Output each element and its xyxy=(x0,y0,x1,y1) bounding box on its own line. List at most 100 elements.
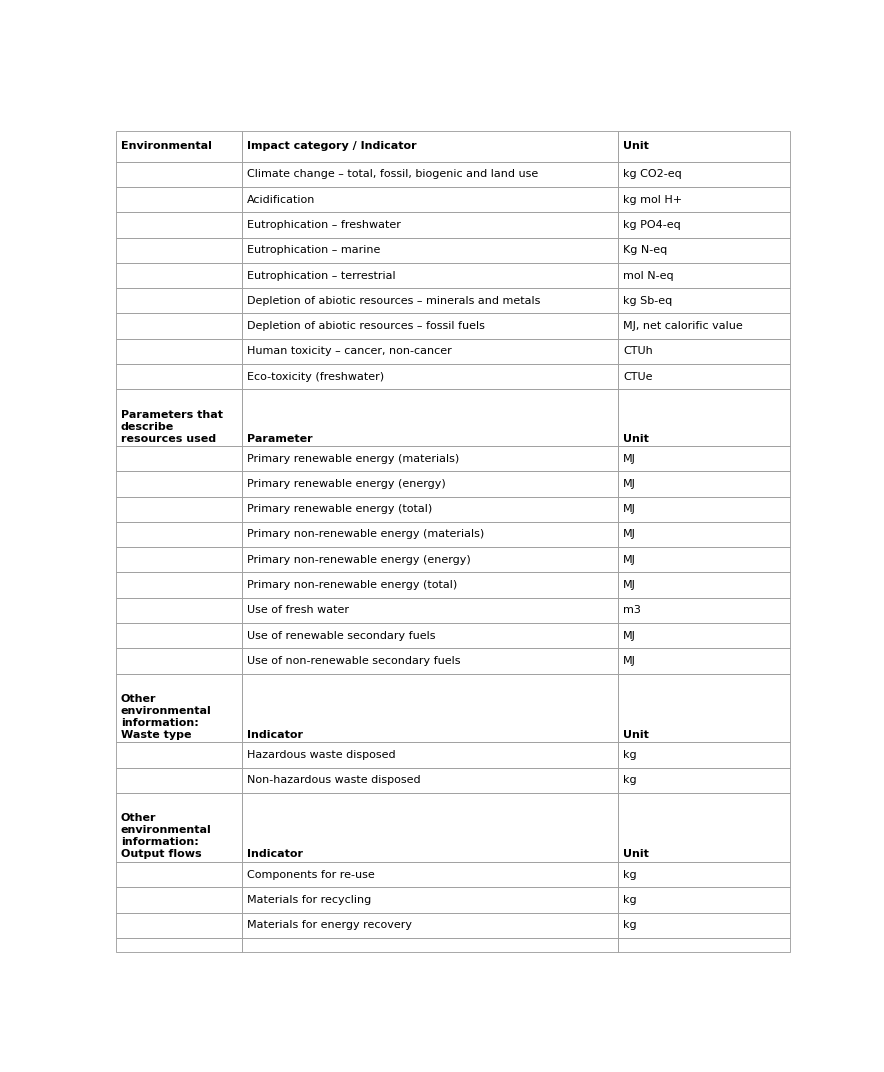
Text: Depletion of abiotic resources – minerals and metals: Depletion of abiotic resources – mineral… xyxy=(247,296,540,306)
Bar xyxy=(116,263,242,288)
Bar xyxy=(618,496,790,522)
Bar xyxy=(618,288,790,313)
Text: Use of renewable secondary fuels: Use of renewable secondary fuels xyxy=(247,630,435,641)
Bar xyxy=(116,862,242,888)
Bar xyxy=(116,938,242,952)
Bar xyxy=(116,888,242,912)
Bar xyxy=(242,673,618,743)
Bar xyxy=(116,131,242,162)
Bar xyxy=(618,598,790,623)
Text: Use of fresh water: Use of fresh water xyxy=(247,606,349,615)
Text: Materials for energy recovery: Materials for energy recovery xyxy=(247,920,412,930)
Bar xyxy=(618,472,790,496)
Text: MJ: MJ xyxy=(623,554,636,565)
Text: Primary non-renewable energy (total): Primary non-renewable energy (total) xyxy=(247,580,457,590)
Text: MJ, net calorific value: MJ, net calorific value xyxy=(623,322,743,331)
Bar xyxy=(116,547,242,572)
Text: Indicator: Indicator xyxy=(247,730,303,740)
Bar xyxy=(116,187,242,212)
Bar xyxy=(242,888,618,912)
Text: CTUh: CTUh xyxy=(623,346,652,356)
Text: MJ: MJ xyxy=(623,504,636,515)
Bar xyxy=(116,313,242,339)
Bar xyxy=(242,472,618,496)
Text: Primary renewable energy (total): Primary renewable energy (total) xyxy=(247,504,432,515)
Text: Primary renewable energy (materials): Primary renewable energy (materials) xyxy=(247,453,459,463)
Text: Parameters that
describe
resources used: Parameters that describe resources used xyxy=(121,410,223,444)
Bar xyxy=(242,649,618,673)
Bar xyxy=(116,649,242,673)
Text: Acidification: Acidification xyxy=(247,195,316,205)
Bar xyxy=(242,131,618,162)
Text: Unit: Unit xyxy=(623,849,649,860)
Bar xyxy=(618,743,790,768)
Text: kg CO2-eq: kg CO2-eq xyxy=(623,169,682,179)
Bar xyxy=(618,768,790,793)
Bar xyxy=(242,288,618,313)
Text: Other
environmental
information:
Output flows: Other environmental information: Output … xyxy=(121,814,211,860)
Bar xyxy=(618,623,790,649)
Text: MJ: MJ xyxy=(623,630,636,641)
Text: MJ: MJ xyxy=(623,580,636,590)
Text: Indicator: Indicator xyxy=(247,849,303,860)
Bar xyxy=(242,496,618,522)
Bar xyxy=(116,912,242,938)
Text: CTUe: CTUe xyxy=(623,372,652,382)
Text: Primary non-renewable energy (energy): Primary non-renewable energy (energy) xyxy=(247,554,470,565)
Bar xyxy=(242,938,618,952)
Text: MJ: MJ xyxy=(623,656,636,666)
Bar xyxy=(618,339,790,364)
Bar xyxy=(116,598,242,623)
Bar xyxy=(242,238,618,263)
Bar xyxy=(618,522,790,547)
Text: Unit: Unit xyxy=(623,433,649,444)
Bar xyxy=(116,623,242,649)
Text: Eutrophication – marine: Eutrophication – marine xyxy=(247,245,380,255)
Bar xyxy=(618,793,790,862)
Text: Unit: Unit xyxy=(623,142,649,151)
Text: Use of non-renewable secondary fuels: Use of non-renewable secondary fuels xyxy=(247,656,461,666)
Bar xyxy=(116,339,242,364)
Text: Climate change – total, fossil, biogenic and land use: Climate change – total, fossil, biogenic… xyxy=(247,169,538,179)
Text: Eutrophication – terrestrial: Eutrophication – terrestrial xyxy=(247,270,395,281)
Text: kg: kg xyxy=(623,750,636,760)
Bar xyxy=(618,572,790,598)
Bar xyxy=(242,793,618,862)
Text: kg mol H+: kg mol H+ xyxy=(623,195,682,205)
Bar xyxy=(618,263,790,288)
Text: Parameter: Parameter xyxy=(247,433,312,444)
Text: kg: kg xyxy=(623,920,636,930)
Text: MJ: MJ xyxy=(623,479,636,489)
Bar xyxy=(116,522,242,547)
Bar xyxy=(116,572,242,598)
Bar xyxy=(242,623,618,649)
Text: Unit: Unit xyxy=(623,730,649,740)
Bar xyxy=(242,212,618,238)
Bar xyxy=(116,212,242,238)
Text: Environmental: Environmental xyxy=(121,142,211,151)
Text: kg PO4-eq: kg PO4-eq xyxy=(623,220,681,230)
Bar xyxy=(618,313,790,339)
Bar xyxy=(116,673,242,743)
Bar xyxy=(242,598,618,623)
Bar xyxy=(242,768,618,793)
Bar xyxy=(618,862,790,888)
Text: Eutrophication – freshwater: Eutrophication – freshwater xyxy=(247,220,400,230)
Bar xyxy=(116,288,242,313)
Bar xyxy=(618,162,790,187)
Bar xyxy=(116,472,242,496)
Bar xyxy=(618,389,790,446)
Bar xyxy=(116,743,242,768)
Text: Human toxicity – cancer, non-cancer: Human toxicity – cancer, non-cancer xyxy=(247,346,452,356)
Bar xyxy=(618,938,790,952)
Bar xyxy=(618,131,790,162)
Bar xyxy=(242,547,618,572)
Text: kg: kg xyxy=(623,895,636,905)
Text: Kg N-eq: Kg N-eq xyxy=(623,245,667,255)
Bar xyxy=(618,673,790,743)
Bar xyxy=(242,162,618,187)
Text: Hazardous waste disposed: Hazardous waste disposed xyxy=(247,750,395,760)
Text: Depletion of abiotic resources – fossil fuels: Depletion of abiotic resources – fossil … xyxy=(247,322,484,331)
Bar xyxy=(116,364,242,389)
Text: mol N-eq: mol N-eq xyxy=(623,270,674,281)
